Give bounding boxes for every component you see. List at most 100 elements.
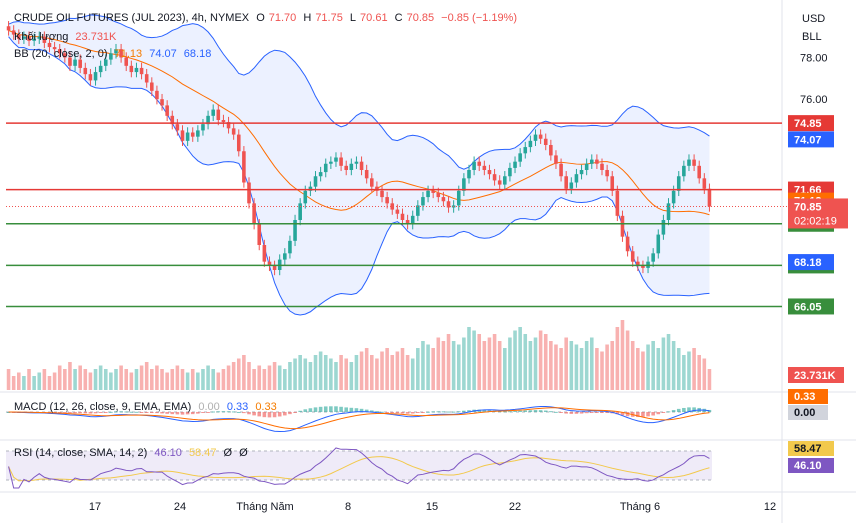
volume-bar — [620, 320, 625, 390]
candle-body — [329, 161, 333, 164]
currency-label: USD — [802, 13, 825, 25]
macd-hist-bar — [359, 408, 364, 412]
macd-hist-bar — [528, 410, 533, 412]
volume-bar — [349, 362, 354, 390]
macd-hist-bar — [682, 407, 686, 412]
volume-bar — [533, 337, 538, 390]
macd-hist-bar — [119, 411, 123, 413]
instrument-legend[interactable]: CRUDE OIL FUTURES (JUL 2023), 4h, NYMEX … — [14, 12, 521, 24]
volume-bar — [216, 372, 221, 390]
open-value: 71.70 — [268, 12, 297, 24]
volume-bar — [528, 341, 533, 390]
candle-body — [702, 178, 707, 189]
macd-hist-bar — [303, 409, 308, 412]
bb-upper-line — [8, 14, 710, 170]
volume-bar — [221, 369, 226, 390]
macd-hist-bar — [139, 412, 144, 413]
macd-hist-bar — [462, 410, 466, 412]
macd-hist-bar — [436, 411, 441, 413]
candle-body — [52, 47, 57, 50]
candle-body — [37, 36, 42, 39]
candle-body — [426, 190, 430, 198]
candle-body — [395, 209, 400, 214]
volume-bar — [395, 351, 400, 390]
macd-hist-bar — [88, 412, 93, 414]
volume-legend[interactable]: Khối lượng 23.731K — [14, 31, 120, 43]
volume-bar — [160, 369, 164, 390]
candle-body — [175, 124, 180, 131]
candle-body — [134, 67, 139, 73]
macd-hist-bar — [400, 412, 405, 414]
candle-body — [651, 253, 655, 262]
volume-bar — [375, 358, 379, 390]
h-line-badge-bg — [788, 115, 834, 132]
macd-hist-bar — [298, 410, 302, 412]
candle-body — [682, 165, 686, 177]
volume-bar — [93, 369, 98, 390]
macd-hist-bar — [390, 412, 395, 413]
volume-bar — [155, 365, 159, 390]
macd-hist-bar — [554, 411, 558, 413]
macd-hist-bar — [416, 412, 420, 413]
time-tick: 8 — [345, 501, 351, 513]
candle-body — [98, 65, 103, 73]
macd-hist-bar — [185, 412, 190, 415]
bb-upper-value: 74.07 — [149, 48, 177, 60]
macd-hist-bar — [134, 411, 139, 413]
volume-bar — [569, 341, 574, 390]
macd-legend[interactable]: MACD (12, 26, close, 9, EMA, EMA) 0.00 0… — [14, 401, 281, 413]
volume-bar — [344, 358, 349, 390]
volume-bar — [441, 341, 446, 390]
price-badge: 68.18 — [794, 257, 822, 269]
macd-hist-bar — [579, 412, 584, 414]
macd-hist-bar — [334, 406, 338, 412]
macd-hist-bar — [247, 412, 251, 415]
candle-body — [441, 197, 446, 202]
macd-hist-bar — [226, 411, 231, 413]
time-tick: 22 — [509, 501, 521, 513]
macd-hist-bar — [380, 411, 384, 413]
volume-bar — [497, 341, 502, 390]
macd-hist-bar — [431, 411, 435, 413]
macd-hist-bar — [375, 411, 379, 413]
volume-bar — [211, 369, 215, 390]
close-label: C — [394, 12, 403, 24]
candle-body — [605, 170, 609, 177]
candle-body — [124, 57, 129, 66]
instrument-title[interactable]: CRUDE OIL FUTURES (JUL 2023), 4h, NYMEX — [14, 12, 250, 24]
volume-bar — [37, 372, 42, 390]
macd-hist-bar — [323, 406, 328, 412]
macd-hist-bar — [600, 412, 604, 413]
candle-body — [313, 176, 318, 187]
candle-body — [610, 176, 615, 191]
macd-hist-bar — [692, 407, 696, 412]
candle-body — [380, 190, 384, 198]
bb-legend[interactable]: BB (20, close, 2, 0) 71.13 74.07 68.18 — [14, 48, 215, 60]
volume-bar — [257, 365, 262, 390]
h-line-badge-bg — [788, 298, 834, 315]
candle-body — [462, 178, 466, 191]
volume-bar — [513, 330, 517, 390]
macd-hist-bar — [155, 412, 159, 414]
candle-body — [165, 105, 169, 116]
macd-hist-bar — [533, 410, 538, 412]
candle-body — [595, 159, 599, 164]
macd-hist-bar — [441, 411, 446, 413]
macd-hist-bar — [523, 410, 528, 412]
macd-hist-bar — [666, 411, 671, 413]
candle-body — [293, 220, 297, 241]
volume-bar — [180, 369, 185, 390]
macd-hist-bar — [676, 408, 681, 412]
volume-bar — [564, 337, 568, 390]
rsi-legend[interactable]: RSI (14, close, SMA, 14, 2) 46.10 58.47 … — [14, 447, 252, 459]
volume-bar — [610, 341, 615, 390]
price-badge: 74.07 — [794, 134, 822, 146]
volume-bar — [32, 376, 36, 390]
macd-line — [8, 405, 710, 433]
volume-bar — [615, 327, 620, 390]
volume-bar — [446, 334, 451, 390]
volume-bar — [682, 355, 686, 390]
volume-bar — [323, 355, 328, 390]
macd-hist-bar — [364, 409, 369, 412]
